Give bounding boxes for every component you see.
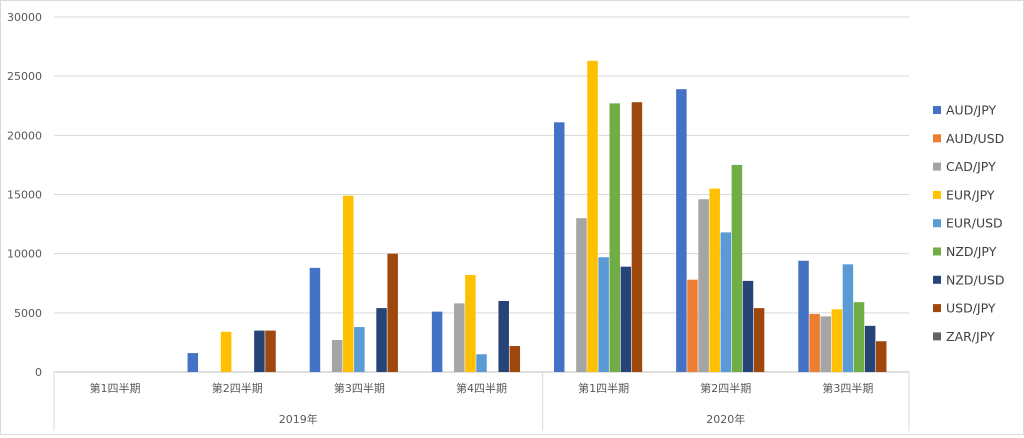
bar <box>376 308 387 372</box>
bar <box>187 353 199 372</box>
bar <box>553 122 565 372</box>
bar <box>465 274 476 372</box>
bar <box>742 280 754 372</box>
bar <box>254 330 265 372</box>
legend-label: USD/JPY <box>946 301 996 316</box>
y-tick-label: 15000 <box>7 189 42 202</box>
bar <box>620 266 632 372</box>
legend-swatch <box>933 162 941 171</box>
bar <box>309 267 321 372</box>
bar <box>498 301 509 372</box>
y-tick-label: 0 <box>35 366 42 379</box>
bar <box>687 279 698 372</box>
x-axis: 第1四半期 第2四半期 第3四半期 第4四半期 2019年 第1四半期 第2四半期 第3四半期… <box>53 372 910 431</box>
legend-label: AUD/USD <box>946 131 1004 146</box>
y-tick-label: 30000 <box>7 11 42 24</box>
bar <box>476 354 487 372</box>
x-category-label: 第3四半期 <box>822 381 873 395</box>
legend-swatch <box>933 190 941 199</box>
y-tick-label: 20000 <box>7 129 42 142</box>
legend-label: NZD/JPY <box>946 244 997 259</box>
bar <box>820 316 831 372</box>
bar <box>731 164 743 372</box>
bar <box>609 103 620 372</box>
legend-swatch <box>933 275 941 284</box>
x-category-label: 第2四半期 <box>700 381 751 395</box>
bar <box>265 330 276 372</box>
bar <box>431 311 443 372</box>
y-tick-label: 10000 <box>7 248 42 261</box>
bar <box>853 302 865 372</box>
legend-label: AUD/JPY <box>946 103 996 118</box>
legend-label: CAD/JPY <box>946 159 996 174</box>
bar <box>631 102 643 372</box>
bar <box>343 195 354 372</box>
x-group-label: 2019年 <box>279 412 318 426</box>
legend: AUD/JPY AUD/USD CAD/JPY EUR/JPY EUR/USD NZD/J… <box>933 103 1004 344</box>
x-category-label: 第1四半期 <box>578 381 629 395</box>
y-axis-tick-labels: 0 5000 10000 15000 20000 25000 30000 <box>7 11 42 379</box>
bar <box>387 253 398 372</box>
bar <box>809 314 820 372</box>
bar <box>576 218 587 372</box>
bar <box>798 260 809 372</box>
bar <box>587 60 598 372</box>
x-category-label: 第3四半期 <box>334 381 385 395</box>
legend-label: EUR/USD <box>946 216 1003 231</box>
bar <box>875 341 887 372</box>
x-group-label: 2020年 <box>706 412 745 426</box>
bar <box>753 308 765 372</box>
x-category-label: 第4四半期 <box>456 381 507 395</box>
legend-swatch <box>933 332 941 341</box>
y-tick-label: 5000 <box>14 307 42 320</box>
legend-swatch <box>933 304 941 313</box>
y-tick-label: 25000 <box>7 70 42 83</box>
bars <box>187 60 887 373</box>
bar <box>698 199 709 372</box>
legend-label: EUR/JPY <box>946 187 995 202</box>
legend-swatch <box>933 106 941 114</box>
x-category-label: 第2四半期 <box>212 381 263 395</box>
legend-swatch <box>933 219 941 228</box>
bar <box>709 188 720 372</box>
bar <box>676 89 687 373</box>
legend-swatch <box>933 247 941 256</box>
bar <box>454 303 465 372</box>
bar <box>720 232 732 372</box>
x-category-label: 第1四半期 <box>90 381 141 395</box>
legend-label: NZD/USD <box>946 272 1004 287</box>
bar <box>331 340 343 372</box>
bar <box>864 325 876 372</box>
bar <box>509 345 521 372</box>
legend-label: ZAR/JPY <box>946 329 995 344</box>
bar <box>831 309 843 372</box>
bar <box>354 327 365 372</box>
bar <box>842 264 854 372</box>
bar <box>220 331 232 372</box>
bar <box>598 257 609 372</box>
gridlines <box>54 16 909 373</box>
legend-swatch <box>933 134 941 143</box>
